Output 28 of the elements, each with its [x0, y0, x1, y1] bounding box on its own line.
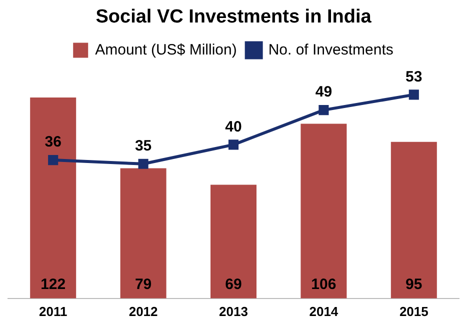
data-label: 95: [406, 276, 422, 294]
x-tick-label: 2013: [219, 304, 248, 319]
data-label: 40: [225, 118, 242, 136]
bar: [30, 97, 76, 298]
x-tick-label: 2015: [399, 304, 428, 319]
data-label: 49: [315, 84, 332, 101]
point: [48, 155, 58, 166]
data-label: 69: [225, 276, 242, 294]
point: [408, 90, 419, 100]
data-label: 53: [406, 68, 422, 86]
data-label: 79: [134, 276, 152, 294]
bar: [300, 124, 347, 298]
data-label: 106: [311, 276, 336, 294]
chart-title: Social VC Investments in India: [96, 6, 372, 28]
legend-label: No. of Investments: [268, 41, 394, 58]
data-label: 36: [44, 134, 62, 151]
data-label: 35: [134, 138, 152, 155]
legend-label: Amount (US$ Million): [95, 41, 237, 58]
x-tick-label: 2014: [309, 304, 339, 319]
x-tick-label: 2012: [128, 304, 158, 319]
point: [138, 158, 148, 169]
x-tick-label: 2011: [39, 304, 68, 319]
bar: [210, 184, 256, 298]
point: [318, 105, 329, 116]
data-label: 122: [40, 276, 66, 294]
bar: [120, 168, 166, 298]
bar: [390, 142, 437, 298]
point: [228, 140, 239, 150]
